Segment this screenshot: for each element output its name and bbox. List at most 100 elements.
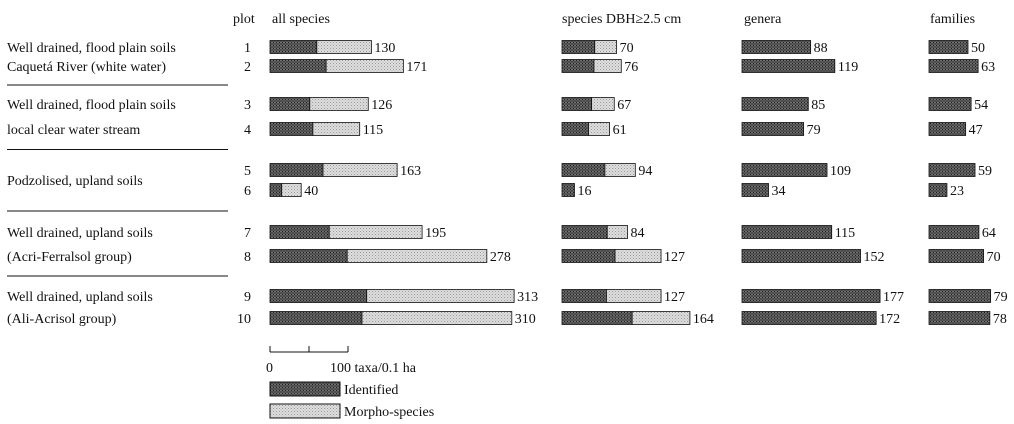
bar-identified xyxy=(928,249,984,263)
bar-morpho xyxy=(606,225,628,239)
bar-value-label: 50 xyxy=(971,41,985,56)
legend: Identified Morpho-species xyxy=(269,381,434,420)
bar-value-label: 152 xyxy=(864,250,885,265)
bar-value-label: 16 xyxy=(577,184,591,199)
bar-morpho xyxy=(631,311,691,325)
plot-number: 1 xyxy=(244,41,251,56)
plot-numbers: 1 2 3 4 5 6 7 8 9 10 xyxy=(237,41,251,327)
bar-value-label: 47 xyxy=(969,123,983,138)
bar-morpho xyxy=(328,225,423,239)
bar-value-label: 310 xyxy=(515,312,536,327)
bar-value-label: 177 xyxy=(883,290,904,305)
bar-morpho xyxy=(312,122,361,136)
legend-morpho-label: Morpho-species xyxy=(344,405,434,420)
bar-identified xyxy=(269,225,330,239)
panel-title: species DBH≥2.5 cm xyxy=(562,12,681,27)
plot-number: 10 xyxy=(237,312,251,327)
bar-identified xyxy=(928,289,992,303)
panel-title: families xyxy=(930,12,975,27)
group-label: (Ali-Acrisol group) xyxy=(7,312,117,327)
bar-identified xyxy=(269,311,363,325)
bar-value-label: 78 xyxy=(993,312,1007,327)
panel-title: all species xyxy=(272,12,330,27)
bar-value-label: 70 xyxy=(620,41,634,56)
bar-value-label: 85 xyxy=(811,98,825,113)
group-label: (Acri-Ferralsol group) xyxy=(7,250,132,265)
legend-identified-swatch xyxy=(269,381,341,397)
bar-identified xyxy=(928,311,991,325)
panel-title: genera xyxy=(744,12,782,27)
bar-morpho xyxy=(346,249,488,263)
group-label: Caquetá River (white water) xyxy=(7,60,166,75)
bar-value-label: 59 xyxy=(978,164,992,179)
plot-number: 3 xyxy=(244,98,251,113)
bar-value-label: 67 xyxy=(617,98,631,113)
bar-morpho xyxy=(366,289,515,303)
bar-identified xyxy=(561,122,589,136)
group-label: Well drained, upland soils xyxy=(7,226,153,241)
bar-morpho xyxy=(316,40,372,54)
bar-identified xyxy=(741,225,833,239)
bar-morpho xyxy=(591,97,615,111)
bar-value-label: 23 xyxy=(950,184,964,199)
bar-identified xyxy=(561,249,616,263)
bar-identified xyxy=(741,163,828,177)
bar-morpho xyxy=(309,97,369,111)
bar-morpho xyxy=(606,289,662,303)
bar-identified xyxy=(561,163,606,177)
scale-bar: 0 100 taxa/0.1 ha xyxy=(266,346,417,376)
plot-number: 8 xyxy=(244,250,251,265)
legend-morpho-swatch xyxy=(269,403,341,419)
bar-value-label: 88 xyxy=(814,41,828,56)
bar-identified xyxy=(269,289,368,303)
bar-value-label: 63 xyxy=(981,60,995,75)
panel-titles: all species species DBH≥2.5 cm genera famil… xyxy=(272,12,975,27)
bar-morpho xyxy=(281,183,302,197)
bar-value-label: 195 xyxy=(425,226,446,241)
bar-identified xyxy=(269,97,311,111)
bar-value-label: 171 xyxy=(406,60,427,75)
bar-identified xyxy=(741,40,812,54)
bar-identified xyxy=(269,122,314,136)
bar-identified xyxy=(269,163,324,177)
bar-value-label: 164 xyxy=(693,312,714,327)
group-labels: Well drained, flood plain soils Caquetá R… xyxy=(7,41,228,327)
bar-value-label: 163 xyxy=(400,164,421,179)
bar-morpho xyxy=(604,163,636,177)
group-label: Well drained, upland soils xyxy=(7,290,153,305)
bar-morpho xyxy=(361,311,513,325)
bar-identified xyxy=(741,289,881,303)
plot-number: 4 xyxy=(244,123,251,138)
plot-number: 9 xyxy=(244,290,251,305)
bar-identified xyxy=(269,59,327,73)
bar-value-label: 84 xyxy=(631,226,645,241)
bar-value-label: 54 xyxy=(974,98,988,113)
bar-value-label: 64 xyxy=(982,226,996,241)
bar-morpho xyxy=(614,249,662,263)
plot-number: 2 xyxy=(244,60,251,75)
bar-identified xyxy=(928,59,979,73)
plot-number: 5 xyxy=(244,164,251,179)
bars xyxy=(269,40,992,325)
plot-column-header: plot xyxy=(233,12,255,27)
bar-morpho xyxy=(588,122,610,136)
plot-number: 6 xyxy=(244,184,251,199)
bar-value-label: 94 xyxy=(638,164,652,179)
bar-value-label: 70 xyxy=(987,250,1001,265)
bar-identified xyxy=(928,40,969,54)
bar-value-label: 61 xyxy=(613,123,627,138)
bar-value-label: 127 xyxy=(664,290,685,305)
group-label: Well drained, flood plain soils xyxy=(7,41,176,56)
bar-value-label: 130 xyxy=(374,41,395,56)
bar-value-label: 34 xyxy=(772,184,786,199)
bar-identified xyxy=(741,311,877,325)
plot-number: 7 xyxy=(244,226,251,241)
bar-labels: 130 171 126 115 163 40 195 278 313 310 70 76 67 61 94 1… xyxy=(304,41,1007,327)
bar-identified xyxy=(561,40,596,54)
bar-identified xyxy=(741,183,769,197)
bar-value-label: 127 xyxy=(664,250,685,265)
bar-identified xyxy=(928,97,972,111)
bar-identified xyxy=(561,183,575,197)
bar-identified xyxy=(928,122,967,136)
bar-value-label: 40 xyxy=(304,184,318,199)
